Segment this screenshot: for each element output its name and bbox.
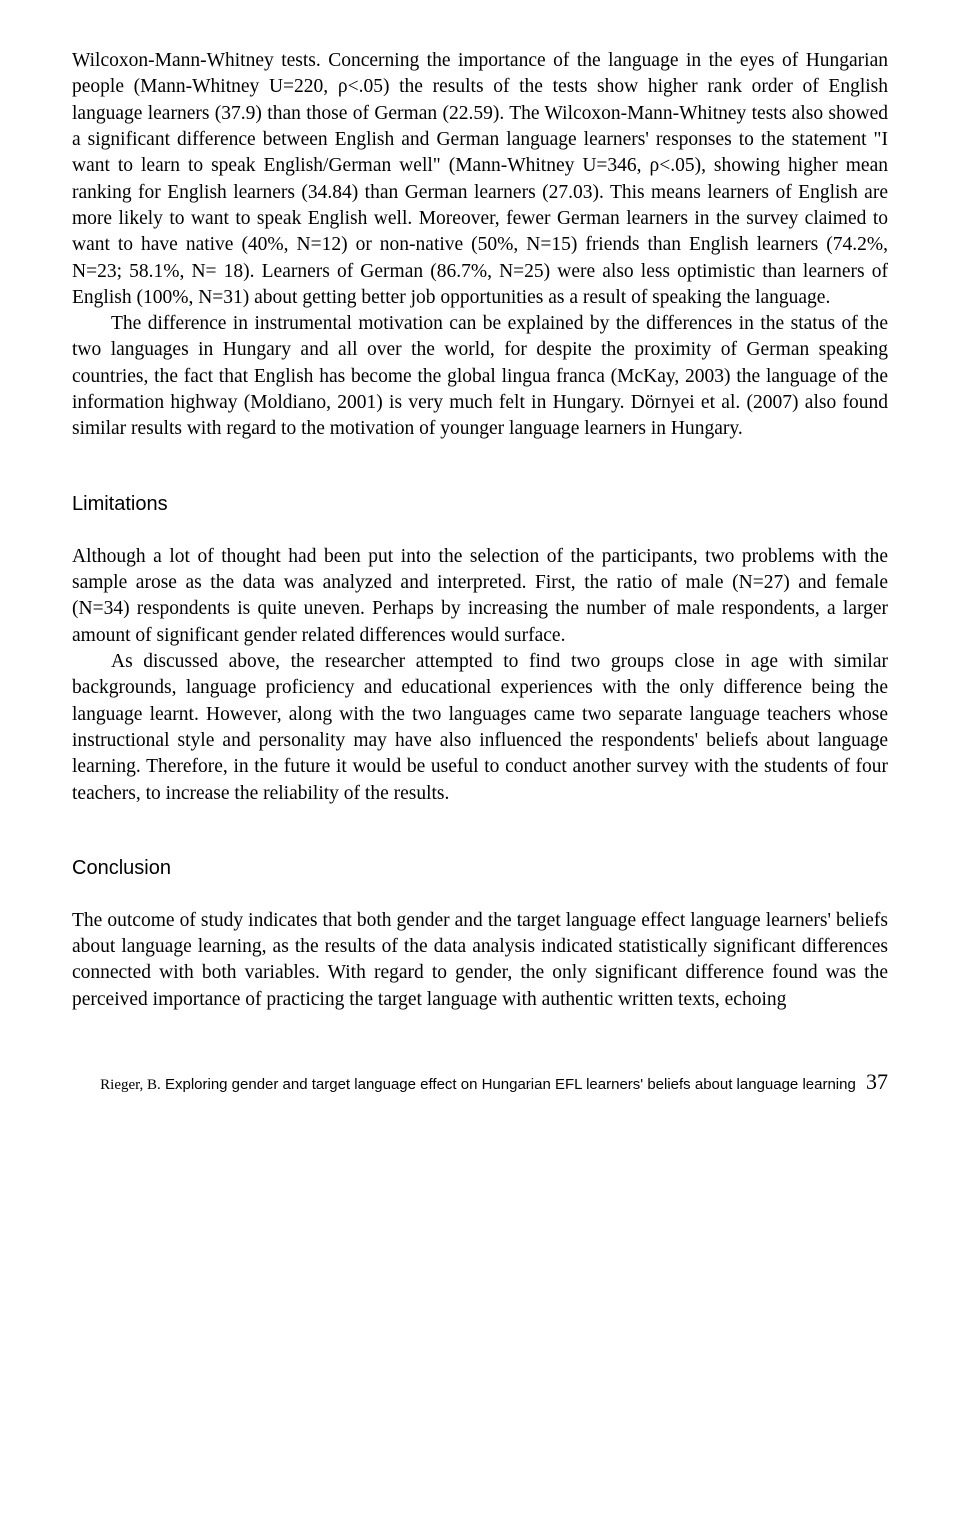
conclusion-heading: Conclusion (72, 855, 888, 882)
limitations-paragraph-1: Although a lot of thought had been put i… (72, 544, 888, 649)
body-paragraph-2: The difference in instrumental motivatio… (72, 311, 888, 443)
body-paragraph-1: Wilcoxon-Mann-Whitney tests. Concerning … (72, 48, 888, 311)
footer-page-number: 37 (866, 1069, 888, 1094)
footer-title: Exploring gender and target language eff… (165, 1076, 856, 1093)
limitations-heading: Limitations (72, 491, 888, 518)
limitations-paragraph-2: As discussed above, the researcher attem… (72, 649, 888, 807)
conclusion-paragraph-1: The outcome of study indicates that both… (72, 908, 888, 1013)
page-footer: Rieger, B. Exploring gender and target l… (72, 1067, 888, 1097)
footer-author: Rieger, B. (100, 1077, 161, 1093)
